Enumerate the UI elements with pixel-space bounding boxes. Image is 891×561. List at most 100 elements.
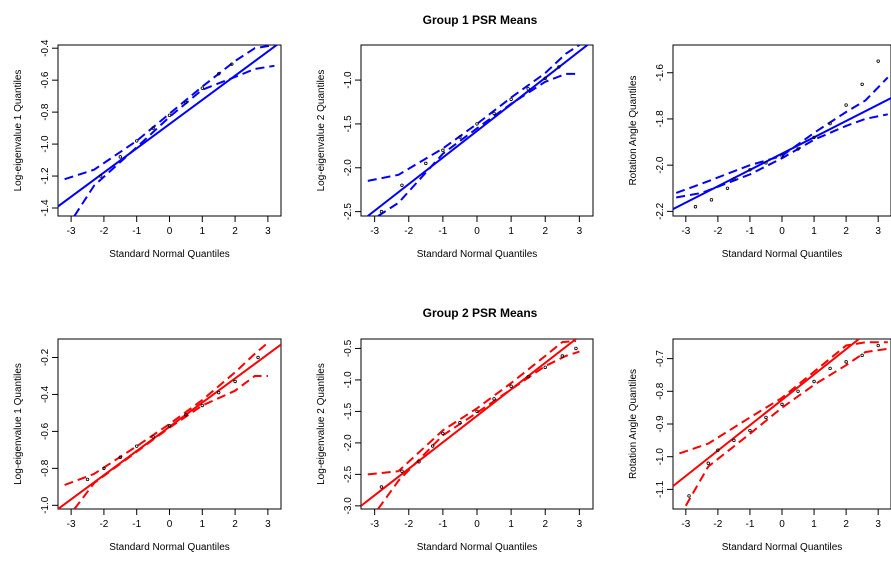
confidence-envelope-lower [73, 64, 275, 216]
x-tick-label: 2 [843, 226, 849, 237]
confidence-envelope-lower [377, 350, 580, 509]
x-tick-label: -3 [67, 226, 76, 237]
data-point [876, 59, 880, 63]
plot-data-area [58, 341, 281, 509]
reference-line [673, 97, 891, 210]
y-axis-label: Log-eigenvalue 2 Quantiles [316, 363, 327, 485]
y-tick-label: -3.0 [343, 497, 354, 515]
data-point [135, 444, 139, 448]
x-tick-label: 1 [200, 519, 206, 530]
y-tick-label: -1.6 [655, 64, 666, 82]
y-tick-label: -1.5 [343, 402, 354, 420]
x-tick-label: 0 [779, 226, 785, 237]
data-point [216, 390, 221, 395]
data-point [828, 366, 832, 371]
confidence-envelope-upper [367, 45, 580, 182]
y-axis-label: Log-eigenvalue 2 Quantiles [316, 70, 327, 192]
confidence-envelope-lower [377, 72, 580, 216]
data-point [430, 444, 435, 448]
y-tick-label: -2.5 [343, 203, 354, 221]
reference-line [58, 45, 279, 208]
y-tick-label: -0.6 [40, 422, 51, 440]
x-tick-label: -2 [404, 519, 413, 530]
confidence-envelope-upper [679, 341, 888, 455]
y-tick-label: -1.4 [40, 199, 51, 217]
data-point [492, 111, 496, 116]
y-tick-label: -2.0 [343, 159, 354, 177]
y-tick-label: -0.8 [40, 103, 51, 121]
y-tick-label: -1.8 [655, 110, 666, 128]
data-point [844, 103, 848, 107]
x-tick-label: -1 [132, 226, 141, 237]
data-point [796, 147, 800, 151]
data-point [230, 62, 234, 66]
x-axis-label: Standard Normal Quantiles [109, 542, 230, 553]
x-tick-label: 2 [542, 226, 548, 237]
data-point [860, 353, 864, 358]
data-point [560, 354, 564, 358]
data-point [475, 409, 479, 414]
data-point [379, 209, 384, 214]
y-tick-label: -2.5 [343, 465, 354, 483]
x-tick-label: -1 [132, 519, 141, 530]
plot-data-area [367, 45, 589, 216]
data-point [709, 198, 714, 202]
y-tick-label: -0.4 [40, 385, 51, 403]
data-point [828, 121, 832, 126]
x-tick-label: -3 [370, 226, 379, 237]
y-tick-label: -1.0 [343, 71, 354, 89]
data-point [458, 421, 462, 425]
y-tick-label: -2.2 [655, 202, 666, 220]
y-tick-label: -0.8 [40, 459, 51, 477]
x-tick-label: 0 [167, 519, 173, 530]
data-point [543, 365, 547, 370]
qq-panel-2: -3 -2 -1 0 1 2 3 -2.5 -2.0 -1.5 -1.0 Standard Norma… [316, 44, 594, 260]
x-tick-label: 3 [265, 519, 271, 530]
reference-line [361, 339, 577, 507]
data-point [706, 461, 710, 465]
y-tick-label: -1.1 [655, 480, 666, 498]
qq-panel-3: -3 -2 -1 0 1 2 3 -2.2 -2.0 -1.8 -1.6 Standard Norma… [628, 44, 891, 260]
group-2-title: Group 2 PSR Means [423, 306, 538, 320]
y-axis-label: Log-eigenvalue 1 Quantiles [13, 70, 24, 192]
x-tick-label: -2 [404, 226, 413, 237]
data-point [233, 379, 237, 384]
y-tick-label: -1.0 [343, 371, 354, 389]
data-point [716, 448, 720, 452]
x-axis-label: Standard Normal Quantiles [109, 249, 230, 260]
data-point [543, 76, 547, 81]
x-tick-label: 2 [232, 226, 238, 237]
data-point [812, 379, 816, 384]
data-point [102, 466, 106, 471]
y-tick-label: -1.5 [343, 115, 354, 133]
y-tick-label: -0.9 [655, 415, 666, 433]
data-point [509, 384, 513, 388]
data-point [748, 428, 752, 433]
data-point [184, 100, 188, 105]
data-point [98, 174, 103, 178]
data-point [417, 460, 421, 464]
data-point [764, 161, 768, 165]
x-tick-label: -1 [438, 226, 447, 237]
x-axis-label: Standard Normal Quantiles [722, 542, 843, 553]
data-point [732, 438, 736, 443]
data-point [441, 431, 445, 436]
data-point [574, 346, 578, 351]
data-point [151, 126, 155, 130]
x-tick-label: -1 [438, 519, 447, 530]
data-point [85, 477, 90, 482]
data-point [151, 435, 155, 439]
plot-data-area [673, 59, 891, 210]
x-tick-label: 3 [577, 519, 583, 530]
reference-line [673, 339, 860, 487]
data-point [167, 424, 172, 428]
data-point [492, 397, 496, 401]
data-point [424, 161, 428, 166]
x-tick-label: -2 [713, 519, 722, 530]
x-tick-label: -3 [370, 519, 379, 530]
x-tick-label: 0 [167, 226, 173, 237]
y-tick-label: -0.7 [655, 350, 666, 368]
reference-line [367, 45, 589, 216]
data-point [780, 402, 784, 407]
data-point [458, 135, 462, 139]
